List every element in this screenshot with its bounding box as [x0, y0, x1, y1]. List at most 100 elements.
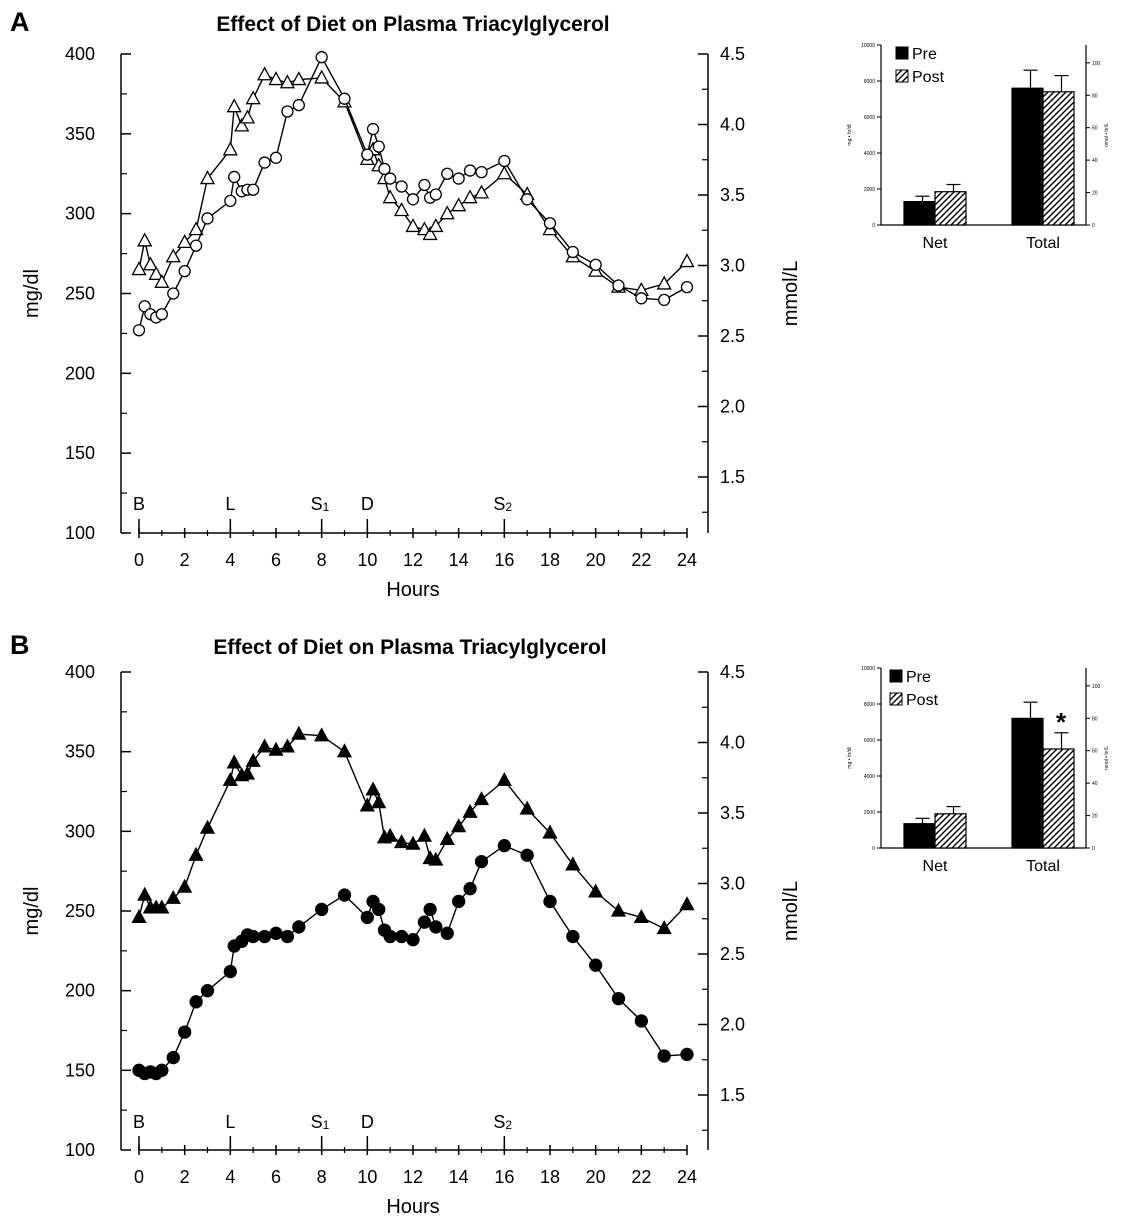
data-point-circle	[178, 264, 191, 278]
data-point-circle	[224, 194, 237, 208]
x-tick-label: 20	[586, 550, 606, 570]
data-point-triangle	[226, 754, 242, 769]
data-point-triangle	[256, 738, 273, 753]
data-point-triangle	[177, 878, 193, 893]
x-tick-label: 14	[449, 550, 469, 570]
data-point-triangle	[268, 741, 284, 756]
data-point-circle	[498, 154, 511, 168]
data-point-triangle	[428, 218, 444, 233]
data-point-circle	[612, 279, 625, 292]
series-line-triangle-open	[138, 73, 688, 292]
x-tick-label: 14	[449, 1167, 469, 1187]
x-tick-label: 2	[180, 550, 190, 570]
data-point-triangle	[462, 803, 478, 818]
meal-marker-subscript: 1	[323, 1118, 330, 1132]
inset-y-axis-label: mg • hr/dl	[847, 124, 853, 145]
data-point-triangle	[542, 824, 558, 839]
data-point-triangle	[439, 830, 455, 845]
y2-tick-label: 2.0	[720, 397, 745, 417]
data-point-circle	[280, 929, 295, 944]
x-tick-label: 24	[677, 1167, 697, 1187]
data-point-triangle	[142, 256, 159, 271]
meal-marker-subscript: 2	[505, 1118, 512, 1132]
data-point-circle	[167, 287, 180, 300]
inset-y-tick-label: 4000	[864, 151, 875, 157]
inset-y-tick-label: 0	[872, 846, 875, 852]
data-point-circle	[189, 995, 203, 1009]
data-point-circle	[395, 180, 408, 193]
chart-title: Effect of Diet on Plasma Triacylglycerol	[216, 13, 609, 36]
inset-y2-tick-label: 20	[1092, 191, 1098, 197]
y2-tick-label: 4.5	[720, 662, 745, 682]
data-point-circle	[429, 920, 443, 934]
meal-marker-label: D	[361, 494, 374, 514]
meal-marker-subscript: 1	[323, 500, 330, 514]
data-point-triangle	[245, 752, 261, 767]
data-point-triangle	[679, 253, 695, 268]
y2-tick-label: 3.0	[720, 874, 745, 894]
data-point-circle	[635, 292, 648, 305]
data-point-triangle	[382, 827, 398, 842]
meal-marker-label: L	[225, 494, 235, 514]
x-tick-label: 10	[357, 550, 377, 570]
inset-bar-pre	[903, 201, 936, 226]
data-point-circle	[463, 164, 477, 177]
significance-asterisk: *	[1056, 707, 1067, 737]
data-point-circle	[383, 929, 397, 944]
inset-category-label: Net	[923, 235, 948, 252]
y-tick-label: 350	[65, 742, 95, 762]
data-point-circle	[680, 1047, 694, 1062]
data-point-triangle	[496, 165, 512, 180]
x-axis-label: Hours	[386, 579, 439, 601]
inset-legend-label: Post	[906, 692, 939, 709]
data-point-triangle	[165, 248, 181, 263]
chart-panel-b: Effect of Diet on Plasma Triacylglycerol…	[21, 636, 802, 1218]
y2-tick-label: 3.5	[720, 803, 745, 823]
data-point-circle	[292, 920, 306, 934]
inset-y2-tick-label: 80	[1092, 716, 1098, 722]
data-point-triangle	[279, 74, 296, 89]
data-point-circle	[200, 984, 215, 998]
data-point-triangle	[679, 896, 695, 911]
data-point-circle	[155, 308, 168, 321]
y-tick-label: 250	[65, 901, 95, 921]
inset-legend-label: Post	[912, 69, 945, 86]
data-point-triangle	[177, 234, 193, 249]
data-point-circle	[269, 151, 283, 164]
y-tick-label: 150	[65, 443, 95, 463]
y-tick-label: 200	[65, 363, 95, 383]
y2-tick-label: 1.5	[720, 1085, 745, 1105]
inset-category-label: Total	[1026, 235, 1060, 252]
inset-y2-tick-label: 60	[1092, 749, 1098, 755]
y-tick-label: 300	[65, 204, 95, 224]
chart-title: Effect of Diet on Plasma Triacylglycerol	[213, 636, 606, 659]
inset-y2-tick-label: 0	[1092, 846, 1095, 852]
data-point-circle	[155, 1063, 169, 1077]
data-point-circle	[634, 1014, 648, 1028]
meal-marker-label: B	[133, 494, 145, 514]
chart-panel-a: Effect of Diet on Plasma Triacylglycerol…	[21, 13, 802, 601]
data-point-circle	[337, 888, 352, 902]
data-point-circle	[223, 964, 237, 979]
y-tick-label: 400	[65, 662, 95, 682]
data-point-triangle	[314, 69, 330, 84]
data-point-triangle	[633, 909, 649, 924]
y-tick-label: 350	[65, 124, 95, 144]
data-point-circle	[521, 193, 534, 206]
data-point-triangle	[393, 834, 410, 849]
data-point-circle	[228, 170, 241, 184]
data-point-triangle	[439, 205, 455, 220]
data-point-circle	[292, 98, 305, 112]
data-point-triangle	[416, 827, 433, 842]
y-tick-label: 100	[65, 1140, 95, 1160]
inset-y2-tick-label: 60	[1092, 126, 1098, 132]
data-point-triangle	[656, 275, 672, 290]
x-tick-label: 6	[271, 1167, 281, 1187]
meal-marker-label: S	[493, 494, 505, 514]
inset-bar-chart-a: 0 2000 4000 6000 8000 10000 0 20 40 60 80 100 mg • h…	[847, 43, 1110, 252]
data-point-triangle	[199, 170, 216, 185]
data-point-triangle	[422, 226, 438, 241]
data-point-triangle	[314, 727, 330, 742]
data-point-triangle	[256, 66, 273, 81]
